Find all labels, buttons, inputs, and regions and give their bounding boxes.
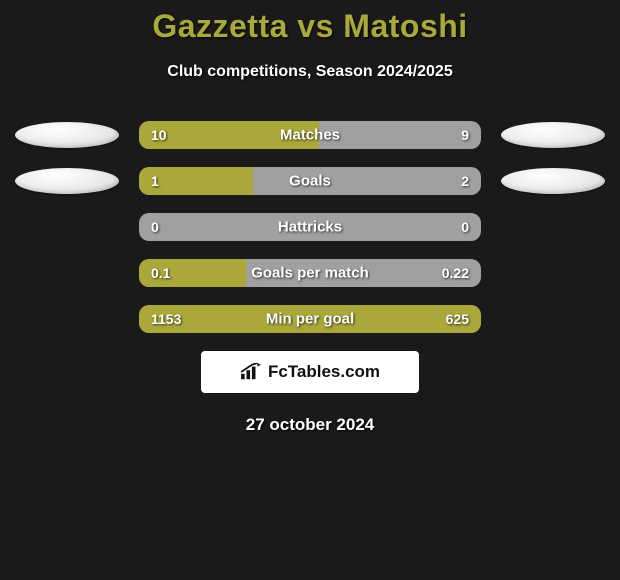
stat-bar: 0 Hattricks 0 [139, 213, 481, 241]
stat-name: Goals [289, 173, 331, 190]
stat-bar: 10 Matches 9 [139, 121, 481, 149]
stat-right-value: 625 [446, 311, 469, 327]
stat-right-value: 9 [461, 127, 469, 143]
stat-row: 1153 Min per goal 625 [0, 305, 620, 333]
stat-right-value: 0 [461, 219, 469, 235]
stat-bar: 1 Goals 2 [139, 167, 481, 195]
stat-row: 1 Goals 2 [0, 167, 620, 195]
logo-text: FcTables.com [268, 362, 380, 382]
stat-left-value: 0.1 [151, 265, 170, 281]
right-oval [501, 122, 605, 148]
stat-left-value: 1 [151, 173, 159, 189]
stat-left-value: 1153 [151, 311, 181, 327]
comparison-card: Gazzetta vs Matoshi Club competitions, S… [0, 0, 620, 435]
stat-right-value: 2 [461, 173, 469, 189]
stat-name: Matches [280, 127, 340, 144]
stat-name: Goals per match [251, 265, 369, 282]
stat-row: 0.1 Goals per match 0.22 [0, 259, 620, 287]
left-oval [15, 122, 119, 148]
subtitle: Club competitions, Season 2024/2025 [0, 63, 620, 81]
stat-rows: 10 Matches 9 1 Goals 2 0 Hattricks 0 0.1 Goals per… [0, 121, 620, 333]
bar-chart-icon [240, 363, 262, 381]
stat-name: Min per goal [266, 311, 354, 328]
stat-bar: 1153 Min per goal 625 [139, 305, 481, 333]
stat-left-value: 10 [151, 127, 167, 143]
date-line: 27 october 2024 [0, 415, 620, 435]
page-title: Gazzetta vs Matoshi [0, 8, 620, 45]
right-oval [501, 168, 605, 194]
stat-bar: 0.1 Goals per match 0.22 [139, 259, 481, 287]
left-oval [15, 168, 119, 194]
stat-name: Hattricks [278, 219, 342, 236]
stat-right-value: 0.22 [442, 265, 469, 281]
stat-row: 10 Matches 9 [0, 121, 620, 149]
fctables-logo[interactable]: FcTables.com [201, 351, 419, 393]
stat-row: 0 Hattricks 0 [0, 213, 620, 241]
stat-left-value: 0 [151, 219, 159, 235]
